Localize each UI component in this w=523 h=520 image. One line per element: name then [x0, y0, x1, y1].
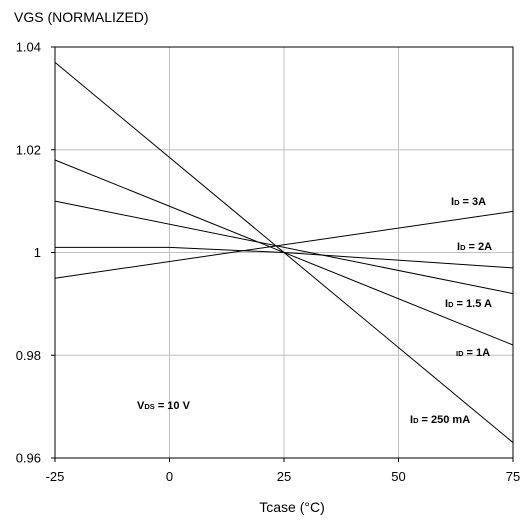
y-axis-title: VGS (NORMALIZED) — [14, 9, 149, 25]
x-tick-label: 75 — [506, 469, 520, 484]
annotation-vds: VDS = 10 V — [137, 400, 191, 412]
annotations: ID = 3A ID = 2A ID = 1.5 A ID = 1A ID = 250 … — [137, 196, 492, 426]
series-lines — [54, 62, 514, 443]
y-tick-label: 0.98 — [16, 348, 41, 363]
y-tick-label: 1 — [34, 245, 41, 260]
series-line — [55, 246, 514, 269]
annotation-id250: ID = 250 mA — [410, 414, 470, 426]
series-line — [54, 200, 514, 295]
y-tick-label: 0.96 — [16, 451, 41, 466]
y-tick-label: 1.02 — [16, 142, 41, 157]
annotation-id15a: ID = 1.5 A — [445, 298, 492, 310]
x-tick-label: 0 — [166, 469, 173, 484]
x-tick-label: 25 — [277, 469, 291, 484]
x-tick-label: -25 — [46, 469, 65, 484]
x-tick-labels: -25 0 25 50 75 — [46, 458, 520, 484]
y-tick-label: 1.04 — [16, 40, 41, 55]
annotation-id2a: ID = 2A — [457, 241, 492, 253]
annotation-id1a: ID = 1A — [456, 347, 490, 359]
annotation-id3a: ID = 3A — [451, 196, 486, 208]
x-tick-label: 50 — [391, 469, 405, 484]
x-axis-title: Tcase (°C) — [259, 499, 325, 515]
y-tick-labels: 0.96 0.98 1 1.02 1.04 — [16, 40, 55, 466]
series-line — [54, 210, 514, 279]
